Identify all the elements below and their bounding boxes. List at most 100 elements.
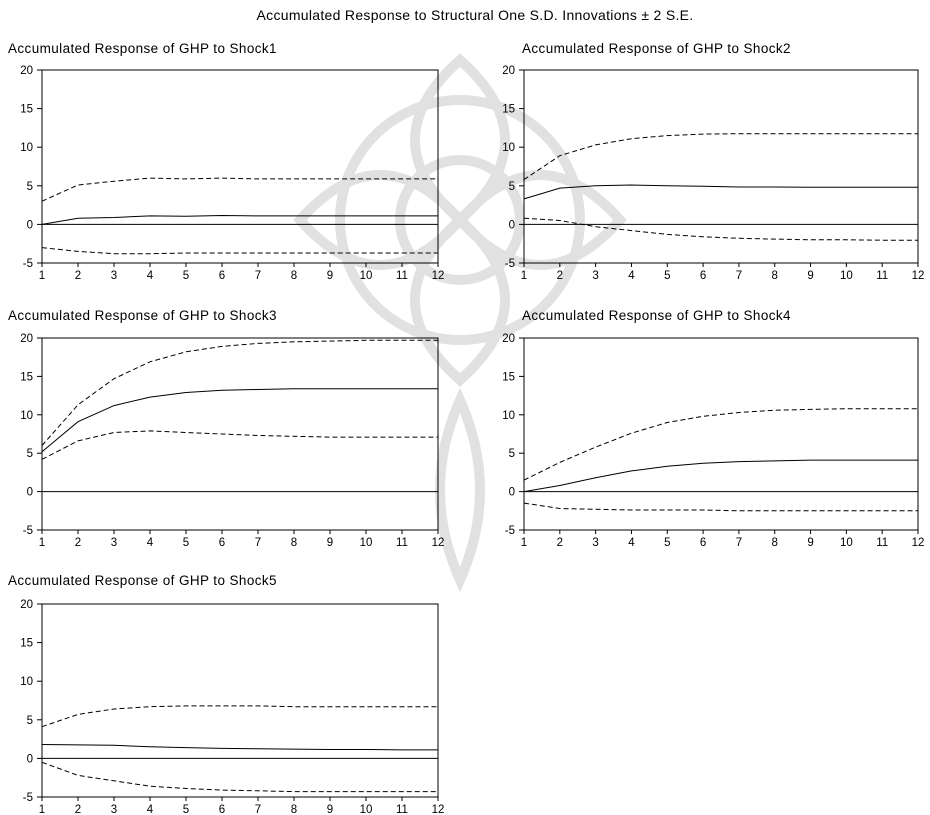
panel-title: Accumulated Response of GHP to Shock3: [8, 308, 277, 323]
panel-shock2: Accumulated Response of GHP to Shock2 -5…: [502, 41, 924, 282]
x-tick-label: 4: [628, 270, 635, 282]
plot-frame: [41, 337, 439, 531]
y-tick-label: 20: [20, 65, 33, 77]
x-tick-label: 5: [183, 804, 189, 815]
x-tick-label: 7: [255, 804, 261, 815]
x-tick-label: 4: [147, 537, 154, 549]
x-tick-label: 8: [772, 270, 778, 282]
confidence-band-line: [41, 177, 438, 202]
y-tick-label: 10: [20, 676, 33, 688]
y-tick-label: -5: [23, 525, 33, 537]
y-tick-label: -5: [505, 525, 515, 537]
x-tick-label: 10: [360, 270, 373, 282]
x-tick-label: 4: [628, 537, 635, 549]
response-line: [41, 214, 438, 225]
confidence-band-line: [41, 339, 438, 446]
x-tick-label: 2: [557, 537, 563, 549]
response-line: [523, 459, 918, 493]
y-tick-label: 15: [502, 104, 515, 116]
x-tick-label: 1: [39, 804, 45, 815]
x-tick-label: 1: [521, 270, 527, 282]
confidence-band-line: [523, 133, 918, 181]
x-tick-label: 10: [840, 537, 853, 549]
x-tick-label: 9: [327, 270, 333, 282]
x-tick-label: 8: [291, 270, 297, 282]
plot-frame: [523, 337, 919, 531]
confidence-band-line: [41, 705, 438, 728]
x-tick-label: 10: [360, 804, 373, 815]
confidence-band-line: [523, 502, 918, 512]
x-tick-label: 12: [432, 537, 445, 549]
x-tick-label: 2: [75, 804, 81, 815]
x-tick-label: 10: [840, 270, 853, 282]
x-tick-label: 8: [291, 537, 297, 549]
y-tick-label: 20: [20, 599, 33, 611]
response-line: [523, 184, 918, 200]
x-tick-label: 6: [219, 804, 225, 815]
x-tick-label: 3: [111, 804, 117, 815]
confidence-band-line: [41, 430, 438, 460]
x-tick-label: 6: [700, 270, 706, 282]
y-tick-label: 0: [509, 219, 515, 231]
x-tick-label: 7: [736, 537, 742, 549]
plot-frame: [41, 69, 439, 264]
x-tick-label: 4: [147, 270, 154, 282]
x-tick-label: 11: [396, 537, 408, 549]
x-tick-label: 5: [664, 537, 670, 549]
y-tick-label: 15: [20, 371, 33, 383]
y-tick-label: 0: [509, 487, 515, 499]
x-tick-label: 2: [75, 270, 81, 282]
y-tick-label: 0: [27, 219, 33, 231]
y-tick-label: 5: [27, 448, 33, 460]
confidence-band-line: [523, 217, 918, 241]
x-tick-label: 9: [807, 537, 813, 549]
x-tick-label: 6: [700, 537, 706, 549]
x-tick-label: 12: [912, 270, 925, 282]
y-tick-label: 10: [502, 410, 515, 422]
plot-frame: [41, 603, 439, 798]
x-tick-label: 3: [592, 537, 598, 549]
confidence-band-line: [523, 408, 918, 481]
y-tick-label: -5: [505, 258, 515, 270]
x-tick-label: 9: [807, 270, 813, 282]
y-tick-label: 20: [20, 333, 33, 345]
panel-title: Accumulated Response of GHP to Shock2: [522, 41, 791, 56]
x-tick-label: 10: [360, 537, 373, 549]
confidence-band-line: [41, 761, 438, 793]
x-tick-label: 6: [219, 270, 225, 282]
x-tick-label: 9: [327, 537, 333, 549]
x-tick-label: 4: [147, 804, 154, 815]
x-tick-label: 9: [327, 804, 333, 815]
x-tick-label: 5: [183, 270, 189, 282]
x-tick-label: 12: [432, 270, 445, 282]
x-tick-label: 11: [396, 804, 408, 815]
x-tick-label: 12: [432, 804, 445, 815]
x-tick-label: 7: [255, 537, 261, 549]
panel-title: Accumulated Response of GHP to Shock4: [522, 308, 791, 323]
y-tick-label: 5: [27, 715, 33, 727]
y-tick-label: 0: [27, 753, 33, 765]
plot-frame: [523, 69, 919, 264]
x-tick-label: 3: [111, 270, 117, 282]
figure-title: Accumulated Response to Structural One S…: [257, 7, 694, 23]
x-tick-label: 1: [39, 270, 45, 282]
x-tick-label: 6: [219, 537, 225, 549]
x-tick-label: 11: [876, 537, 888, 549]
y-tick-label: 15: [502, 371, 515, 383]
x-tick-label: 1: [39, 537, 45, 549]
y-tick-label: 0: [27, 487, 33, 499]
y-tick-label: 5: [27, 181, 33, 193]
panel-shock3: Accumulated Response of GHP to Shock3 -5…: [8, 308, 444, 549]
panel-shock5: Accumulated Response of GHP to Shock5 -5…: [8, 573, 444, 815]
y-tick-label: 5: [509, 181, 515, 193]
y-tick-label: -5: [23, 792, 33, 804]
panel-shock1: Accumulated Response of GHP to Shock1 -5…: [8, 41, 444, 282]
x-tick-label: 7: [255, 270, 261, 282]
y-tick-label: 10: [20, 410, 33, 422]
panel-title: Accumulated Response of GHP to Shock5: [8, 573, 277, 588]
response-line: [41, 388, 438, 453]
x-tick-label: 5: [183, 537, 189, 549]
panel-title: Accumulated Response of GHP to Shock1: [8, 41, 277, 56]
x-tick-label: 3: [592, 270, 598, 282]
